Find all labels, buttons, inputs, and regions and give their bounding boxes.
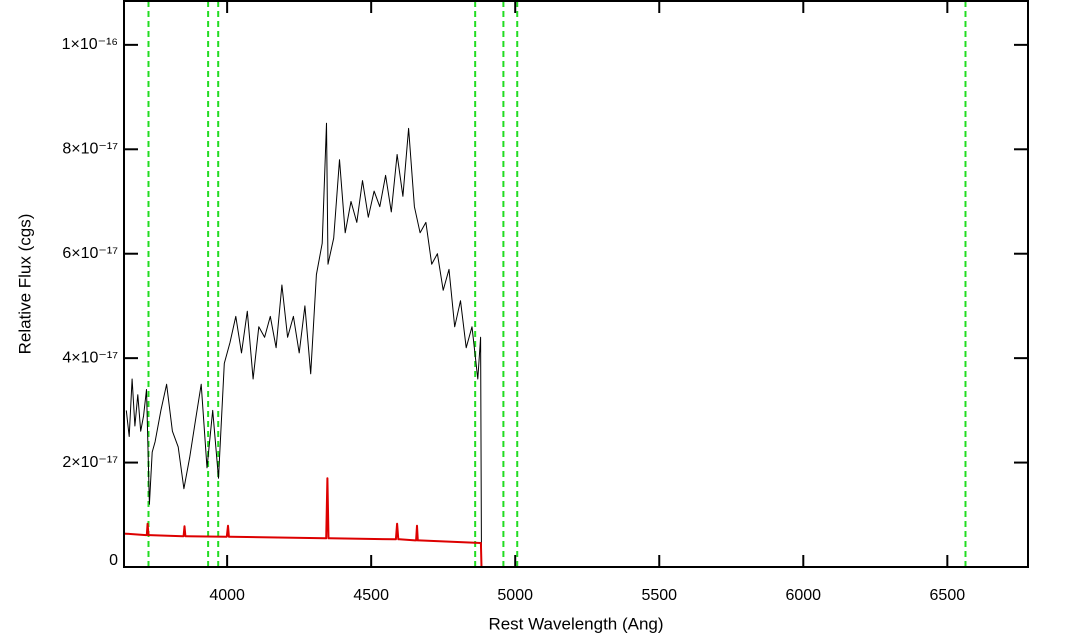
x-tick-label: 6000 bbox=[785, 587, 821, 604]
y-tick-label: 6×10⁻¹⁷ bbox=[62, 245, 118, 262]
x-tick-label: 6500 bbox=[930, 587, 966, 604]
y-tick-label: 8×10⁻¹⁷ bbox=[62, 141, 118, 158]
spectrum-line bbox=[123, 477, 1028, 568]
plot-frame bbox=[123, 0, 1029, 568]
x-tick-label: 4000 bbox=[209, 587, 245, 604]
x-tick-label: 5000 bbox=[497, 587, 533, 604]
y-tick-label: 2×10⁻¹⁷ bbox=[62, 454, 118, 471]
x-tick-label: 4500 bbox=[353, 587, 389, 604]
spectrum-line bbox=[125, 122, 1028, 568]
y-tick-label: 4×10⁻¹⁷ bbox=[62, 349, 118, 366]
y-axis-title: Relative Flux (cgs) bbox=[15, 214, 34, 355]
y-tick-label: 1×10⁻¹⁶ bbox=[62, 36, 118, 53]
x-tick-label: 5500 bbox=[641, 587, 677, 604]
x-axis-title: Rest Wavelength (Ang) bbox=[488, 614, 663, 633]
y-tick-label: 0 bbox=[109, 552, 118, 569]
